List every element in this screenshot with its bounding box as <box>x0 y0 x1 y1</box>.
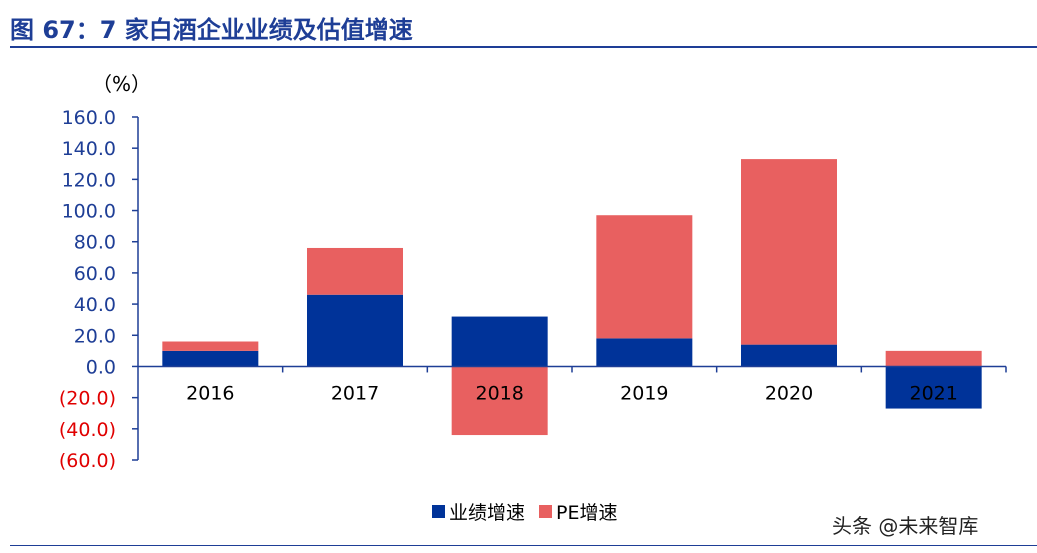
legend-swatch-performance <box>432 505 445 518</box>
y-axis-unit-label: （%） <box>92 72 152 96</box>
page-title: 图 67：7 家白酒企业业绩及估值增速 <box>10 16 413 44</box>
watermark: 头条 @未来智库 <box>832 514 979 538</box>
bar-performance-growth <box>596 338 693 367</box>
bar-pe-growth <box>307 247 403 295</box>
bar-pe-growth <box>162 341 259 351</box>
y-tick-label: (40.0) <box>59 419 116 441</box>
legend-label-pe: PE增速 <box>556 502 618 524</box>
x-tick-label: 2019 <box>620 382 668 404</box>
y-tick-label: 40.0 <box>74 294 116 316</box>
legend-item-pe: PE增速 <box>539 498 617 525</box>
bar-performance-growth <box>885 366 982 409</box>
y-tick-label: 60.0 <box>74 263 116 285</box>
bar-performance-growth <box>162 350 259 367</box>
y-tick-label: 80.0 <box>74 232 116 254</box>
y-tick-label: 0.0 <box>86 356 116 378</box>
legend-item-performance: 业绩增速 <box>432 498 525 525</box>
bar-pe-growth <box>885 350 982 367</box>
legend-label-performance: 业绩增速 <box>449 502 526 524</box>
bar-performance-growth <box>451 316 548 367</box>
bottom-divider <box>10 545 1037 546</box>
y-tick-label: 20.0 <box>74 325 116 347</box>
y-tick-label: 120.0 <box>62 169 116 191</box>
y-tick-label: 100.0 <box>62 201 116 223</box>
x-tick-label: 2020 <box>765 382 813 404</box>
bar-pe-growth <box>451 366 548 436</box>
bar-pe-growth <box>596 215 693 339</box>
bar-performance-growth <box>741 344 837 367</box>
x-tick-label: 2021 <box>909 382 957 404</box>
title-divider <box>10 46 1037 48</box>
x-tick-label: 2016 <box>186 382 234 404</box>
bar-pe-growth <box>741 159 837 345</box>
y-tick-label: 160.0 <box>62 107 116 129</box>
y-tick-label: (20.0) <box>59 388 116 410</box>
bar-performance-growth <box>307 294 403 367</box>
x-tick-label: 2018 <box>475 382 523 404</box>
y-tick-label: 140.0 <box>62 138 116 160</box>
y-tick-label: (60.0) <box>59 450 116 472</box>
legend-swatch-pe <box>539 505 553 518</box>
chart-legend: 业绩增速 PE增速 <box>432 498 617 525</box>
x-tick-label: 2017 <box>331 382 379 404</box>
